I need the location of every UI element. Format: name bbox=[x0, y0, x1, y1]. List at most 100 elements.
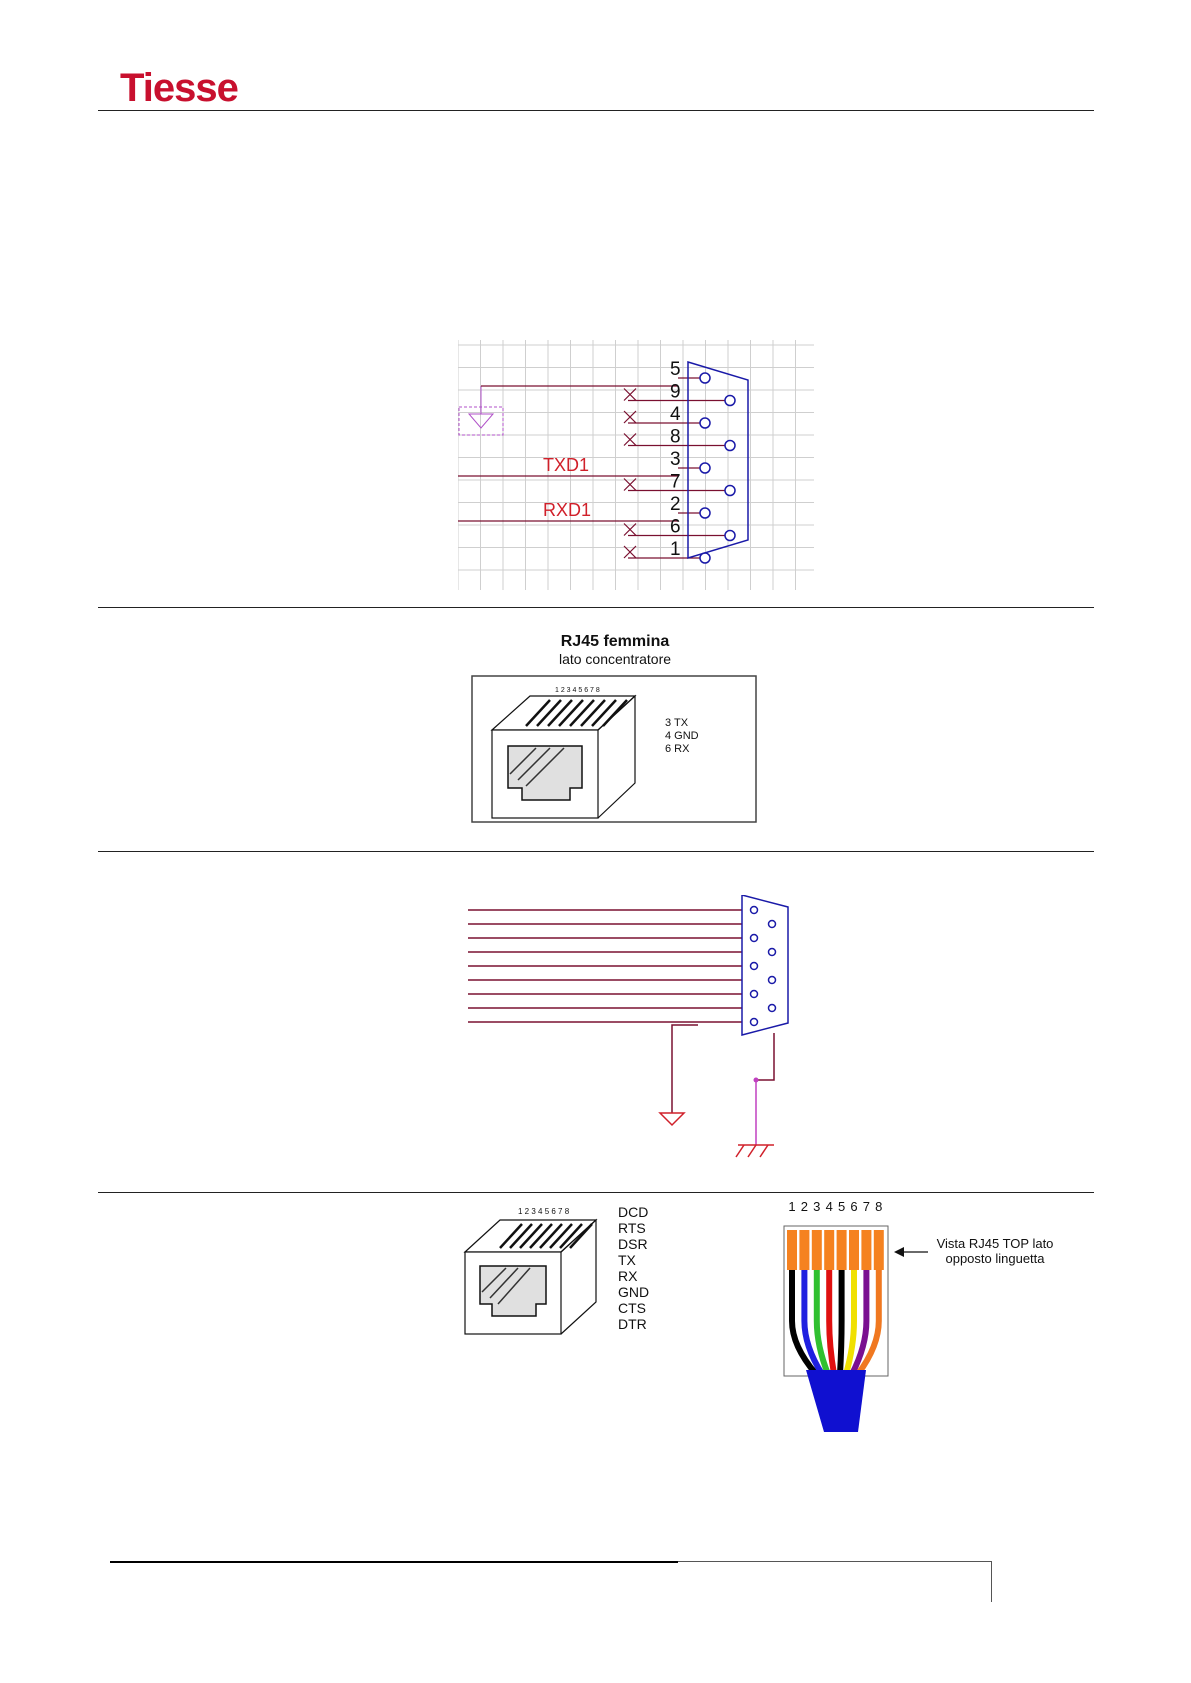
txd-label: TXD1 bbox=[543, 455, 589, 475]
plug-contact-6 bbox=[849, 1230, 859, 1270]
connector-pin bbox=[767, 975, 777, 985]
section-rule-1 bbox=[98, 607, 1094, 608]
pin-number-3: 3 bbox=[670, 449, 681, 470]
plug-wire-8 bbox=[855, 1270, 882, 1376]
chassis-ground-icon bbox=[735, 1144, 774, 1158]
signal-cts: CTS bbox=[618, 1300, 646, 1316]
legend-entry: 3 TX bbox=[665, 717, 689, 729]
plug-wire-2 bbox=[801, 1270, 825, 1376]
contact-ridge bbox=[525, 699, 551, 727]
contact-ridge bbox=[558, 699, 584, 727]
signal-dsr: DSR bbox=[618, 1236, 648, 1252]
plug-note-line2: opposto linguetta bbox=[945, 1251, 1045, 1266]
rxd-label: RXD1 bbox=[543, 500, 591, 520]
no-connect-mark bbox=[623, 545, 637, 559]
company-logo: Tiesse bbox=[120, 66, 239, 110]
no-connect-mark bbox=[623, 523, 637, 536]
footer-rule bbox=[110, 1561, 678, 1563]
db9-connector-shell bbox=[687, 360, 749, 560]
contact-ridge bbox=[547, 699, 573, 727]
plug-pin-number-4: 4 bbox=[826, 1199, 833, 1214]
plug-contact-5 bbox=[836, 1230, 847, 1270]
rj45-title: RJ45 femmina bbox=[561, 633, 670, 650]
pin-number-9: 9 bbox=[670, 382, 681, 403]
header-rule bbox=[98, 110, 1094, 111]
no-connect-mark bbox=[623, 478, 637, 491]
plug-contacts bbox=[787, 1230, 884, 1270]
plug-contact-8 bbox=[873, 1230, 884, 1270]
pin-number-7: 7 bbox=[670, 472, 681, 493]
pin-hole-9 bbox=[724, 394, 736, 407]
rj45-female-figure: RJ45 femmina lato concentratore 1 2 3 4 … bbox=[471, 633, 757, 823]
section-rule-2 bbox=[98, 851, 1094, 852]
plug-wire-5 bbox=[837, 1270, 845, 1375]
plug-wire-3 bbox=[813, 1270, 831, 1376]
contact-ridge bbox=[519, 1223, 543, 1249]
signal-ground-wire bbox=[671, 1024, 698, 1113]
rj45-frame bbox=[471, 675, 757, 823]
plug-pin-number-3: 3 bbox=[813, 1199, 820, 1214]
signal-rts: RTS bbox=[618, 1220, 646, 1236]
plug-pin-number-8: 8 bbox=[875, 1199, 882, 1214]
plug-wires bbox=[789, 1270, 882, 1376]
contact-ridge bbox=[529, 1223, 553, 1249]
cable-jacket bbox=[806, 1370, 866, 1432]
plug-pin-number-7: 7 bbox=[863, 1199, 870, 1214]
pin-number-4: 4 bbox=[670, 404, 681, 425]
parallel-wires bbox=[468, 909, 750, 1023]
connector-pin bbox=[749, 989, 759, 999]
pin-hole-6 bbox=[724, 529, 736, 542]
pin-hole-3 bbox=[699, 462, 711, 474]
contact-ridge bbox=[559, 1223, 583, 1249]
plug-pin-number-5: 5 bbox=[838, 1199, 845, 1214]
plug-contact-7 bbox=[861, 1230, 872, 1270]
plug-pin-number-1: 1 bbox=[788, 1199, 795, 1214]
contact-ridge bbox=[499, 1223, 523, 1249]
pin-hole-2 bbox=[699, 507, 711, 519]
contact-ridge bbox=[509, 1223, 533, 1249]
jack-socket-contacts bbox=[509, 747, 565, 787]
plug-pin-number-2: 2 bbox=[801, 1199, 808, 1214]
pin-number-8: 8 bbox=[670, 427, 681, 448]
pin-number-5: 5 bbox=[670, 359, 681, 380]
section-rule-3 bbox=[98, 1192, 1094, 1193]
rj45-subtitle: lato concentratore bbox=[559, 651, 671, 667]
contact-ridge bbox=[591, 699, 617, 727]
signal-dtr: DTR bbox=[618, 1316, 647, 1332]
jack-side-face bbox=[597, 694, 636, 819]
jack-contact-ridges bbox=[499, 1223, 593, 1249]
connector-pin bbox=[767, 1003, 777, 1013]
signal-ground-icon bbox=[658, 1112, 686, 1127]
signal-rx: RX bbox=[618, 1268, 638, 1284]
plug-wire-1 bbox=[789, 1270, 819, 1376]
jack-side-face bbox=[560, 1218, 597, 1335]
pin-hole-7 bbox=[724, 484, 736, 497]
plug-wire-7 bbox=[849, 1270, 870, 1376]
db9-ground-figure bbox=[468, 895, 789, 1158]
pin-hole-4 bbox=[699, 417, 711, 429]
plug-wire-4 bbox=[826, 1270, 837, 1375]
plug-contact-3 bbox=[811, 1230, 822, 1270]
connector-pin bbox=[749, 1017, 759, 1027]
connector-pin bbox=[749, 961, 759, 971]
plug-pin-number-6: 6 bbox=[850, 1199, 857, 1214]
junction-dot bbox=[753, 1077, 759, 1083]
signal-gnd: GND bbox=[618, 1284, 649, 1300]
db9-connector-shell bbox=[741, 895, 789, 1036]
plug-contact-4 bbox=[824, 1230, 835, 1270]
plug-contact-1 bbox=[787, 1230, 797, 1270]
pin-number-6: 6 bbox=[670, 517, 681, 538]
plug-wire-6 bbox=[843, 1270, 857, 1375]
pin-hole-8 bbox=[724, 439, 736, 452]
legend-entry: 4 GND bbox=[665, 730, 699, 742]
contact-ridge bbox=[536, 699, 562, 727]
footer-divider bbox=[991, 1561, 992, 1602]
signal-tx: TX bbox=[618, 1252, 637, 1268]
arrow-left-icon bbox=[894, 1247, 904, 1257]
contact-ridge bbox=[539, 1223, 563, 1249]
contact-ridge bbox=[569, 699, 595, 727]
contact-ridge bbox=[580, 699, 606, 727]
legend-entry: 6 RX bbox=[665, 743, 690, 755]
